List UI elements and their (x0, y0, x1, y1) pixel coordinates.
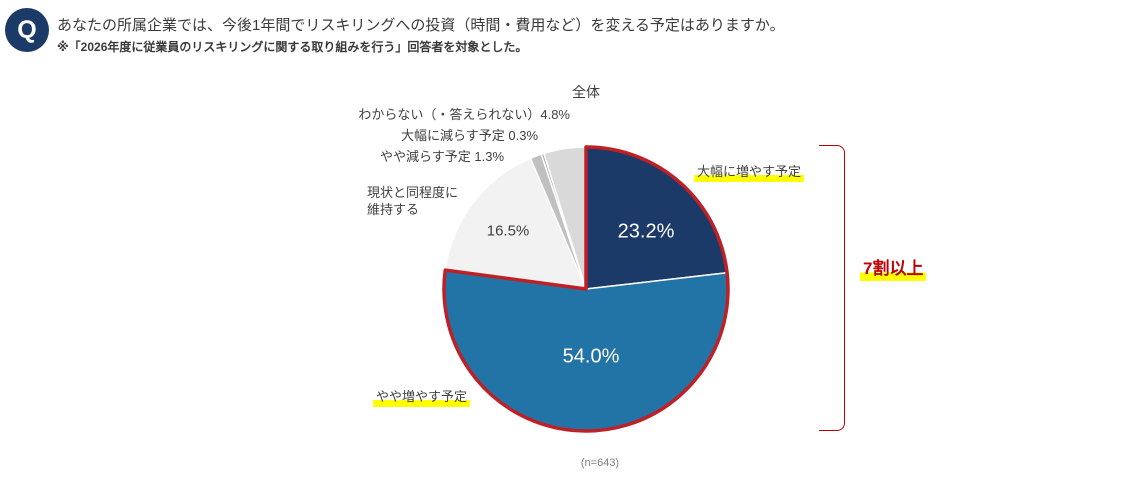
label-yaya-herasu: やや減らす予定 1.3% (380, 149, 504, 164)
label-wakaranai: わからない（・答えられない）4.8% (358, 107, 570, 122)
slice-value-genjo: 16.5% (486, 222, 530, 240)
question-note: ※「2026年度に従業員のリスキリングに関する取り組みを行う」回答者を対象とした… (57, 40, 528, 54)
question-icon: Q (5, 8, 49, 52)
pie-chart (436, 139, 736, 439)
label-yaya-fuyasu: やや増やす予定 (373, 388, 471, 407)
label-genjo: 現状と同程度に 維持する (367, 184, 458, 218)
label-oohaba-herasu: 大幅に減らす予定 0.3% (401, 128, 538, 143)
group-bracket-label-text: 7割以上 (860, 258, 927, 281)
slice-value-oohaba-fuyasu: 23.2% (617, 220, 675, 243)
group-outline (442, 145, 730, 433)
label-yaya-fuyasu-text: やや増やす予定 (373, 388, 471, 407)
pie-svg (442, 145, 730, 433)
pie-slice-2 (444, 157, 587, 290)
label-genjo-line1: 現状と同程度に (367, 185, 459, 200)
slice-value-yaya-fuyasu: 54.0% (562, 345, 620, 368)
label-oohaba-fuyasu-text: 大幅に増やす予定 (694, 163, 805, 182)
label-oohaba-fuyasu: 大幅に増やす予定 (694, 163, 805, 182)
question-text: あなたの所属企業では、今後1年間でリスキリングへの投資（時間・費用など）を変える… (57, 17, 785, 34)
chart-title: 全体 (572, 84, 600, 100)
label-genjo-line2: 維持する (367, 202, 420, 217)
group-bracket (819, 145, 845, 431)
group-bracket-label: 7割以上 (860, 254, 927, 281)
sample-size: (n=643) (580, 457, 620, 469)
